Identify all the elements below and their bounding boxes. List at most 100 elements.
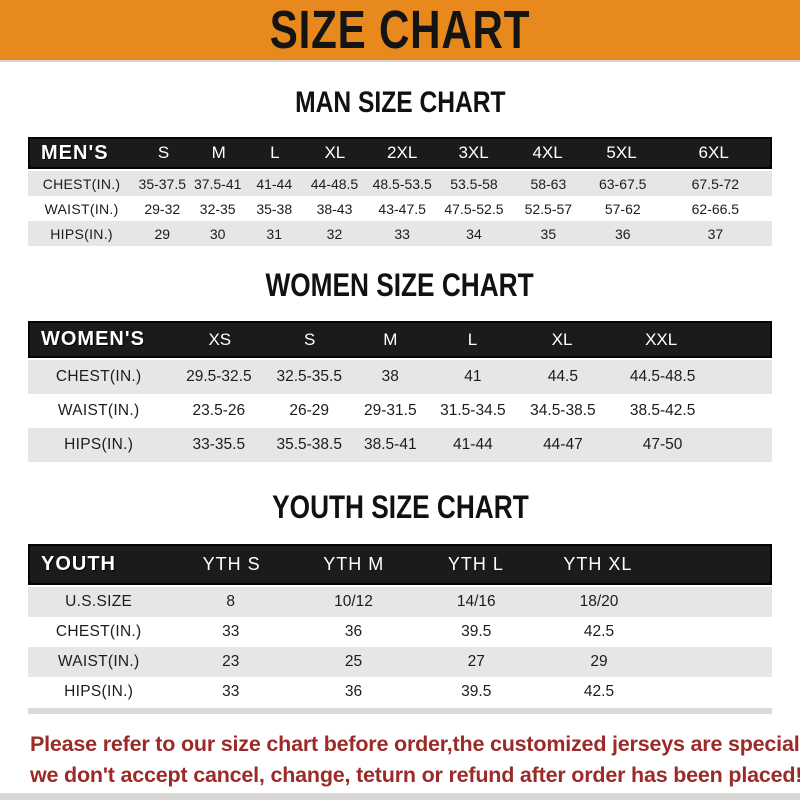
table-row: WAIST(IN.) 23.5-26 26-29 29-31.5 31.5-34.5 34… — [28, 394, 772, 428]
cell-value: 33 — [222, 683, 240, 700]
men-section-title-text: MAN SIZE CHART — [294, 86, 506, 119]
row-label: HIPS(IN.) — [50, 225, 113, 242]
row-label: HIPS(IN.) — [64, 683, 134, 700]
cell-value: 37.5-41 — [193, 175, 242, 192]
table-row: CHEST(IN.) 35-37.5 37.5-41 41-44 44-48.5 48.5… — [28, 171, 772, 196]
cell-value: 31.5-34.5 — [440, 402, 506, 419]
youth-section-title-text: YOUTH SIZE CHART — [271, 489, 529, 525]
column-header: YTH XL — [563, 554, 633, 574]
cell-value: 32.5-35.5 — [276, 368, 342, 385]
cell-value: 26-29 — [289, 402, 330, 419]
column-header: M — [383, 329, 398, 349]
men-section-title: MAN SIZE CHART — [28, 86, 772, 120]
cell-value: 48.5-53.5 — [372, 175, 432, 192]
cell-value: 18/20 — [579, 593, 619, 610]
cell-value: 32 — [326, 225, 343, 242]
row-label: WAIST(IN.) — [57, 653, 140, 670]
table-corner-label: YOUTH — [41, 553, 116, 575]
banner: SIZE CHART — [0, 0, 800, 62]
table-row: HIPS(IN.) 33-35.5 35.5-38.5 38.5-41 41-44 44-… — [28, 428, 772, 462]
row-label: WAIST(IN.) — [44, 200, 119, 217]
cell-value: 38 — [381, 368, 399, 385]
cell-value: 44.5 — [547, 368, 578, 385]
cell-value: 36 — [344, 623, 363, 640]
men-table-header-bar: MEN'S S M L XL 2XL 3XL 4XL 5XL 6XL — [28, 137, 772, 169]
cell-value: 29.5-32.5 — [186, 368, 252, 385]
youth-table-header-bar: YOUTH YTH S YTH M YTH L YTH XL — [28, 544, 772, 585]
cell-value: 42.5 — [583, 683, 615, 700]
footer-notice: Please refer to our size chart before or… — [0, 714, 800, 791]
cell-value: 25 — [344, 653, 363, 670]
column-header: L — [467, 329, 478, 349]
row-label: HIPS(IN.) — [64, 436, 134, 453]
table-row: HIPS(IN.) 29 30 31 32 33 34 35 36 37 — [28, 221, 772, 246]
cell-value: 44-48.5 — [310, 175, 359, 192]
row-label: U.S.SIZE — [65, 593, 133, 610]
cell-value: 63-67.5 — [598, 175, 647, 192]
row-label: WAIST(IN.) — [57, 402, 140, 419]
cell-value: 62-66.5 — [691, 200, 740, 217]
cell-value: 33 — [222, 623, 240, 640]
table-row: WAIST(IN.) 29-32 32-35 35-38 38-43 43-47.5 47.… — [28, 196, 772, 221]
cell-value: 35-37.5 — [138, 175, 187, 192]
cell-value: 29-32 — [144, 200, 181, 217]
women-size-section: WOMEN SIZE CHART WOMEN'S XS S M L XL XXL CHEST… — [28, 267, 772, 462]
cell-value: 33-35.5 — [192, 436, 246, 453]
row-label: CHEST(IN.) — [42, 175, 121, 192]
cell-value: 32-35 — [199, 200, 236, 217]
cell-value: 53.5-58 — [450, 175, 498, 192]
cell-value: 27 — [467, 653, 485, 670]
cell-value: 34.5-38.5 — [530, 402, 596, 419]
youth-table-rows: U.S.SIZE 8 10/12 14/16 18/20 CHEST(IN.) 33 36 39… — [28, 587, 772, 707]
column-header: 3XL — [458, 143, 489, 162]
column-header: 5XL — [606, 143, 637, 162]
notice-line-2: we don't accept cancel, change, teturn o… — [30, 763, 800, 787]
column-header: L — [270, 143, 280, 162]
cell-value: 47.5-52.5 — [444, 200, 504, 217]
cell-value: 8 — [226, 593, 236, 610]
cell-value: 29 — [590, 653, 608, 670]
table-bottom-strip — [28, 708, 772, 714]
cell-value: 52.5-57 — [524, 200, 573, 217]
cell-value: 41 — [464, 368, 482, 385]
women-table-rows: CHEST(IN.) 29.5-32.5 32.5-35.5 38 41 44.5 44.5… — [28, 360, 772, 462]
column-header: S — [157, 143, 170, 162]
cell-value: 42.5 — [583, 623, 615, 640]
cell-value: 37 — [707, 225, 724, 242]
cell-value: 14/16 — [456, 593, 496, 610]
row-label: CHEST(IN.) — [55, 368, 142, 385]
table-row: CHEST(IN.) 29.5-32.5 32.5-35.5 38 41 44.5 44.5… — [28, 360, 772, 394]
column-header: XL — [324, 143, 346, 162]
cell-value: 30 — [209, 225, 226, 242]
column-header: XS — [208, 329, 232, 349]
bottom-edge-strip — [0, 793, 800, 800]
column-header: M — [211, 143, 226, 162]
women-section-title-text: WOMEN SIZE CHART — [265, 267, 535, 303]
column-header: XXL — [645, 329, 678, 349]
cell-value: 41-44 — [453, 436, 493, 453]
cell-value: 35 — [540, 225, 557, 242]
cell-value: 36 — [614, 225, 631, 242]
cell-value: 58-63 — [530, 175, 567, 192]
table-row: CHEST(IN.) 33 36 39.5 42.5 — [28, 617, 772, 647]
cell-value: 67.5-72 — [691, 175, 740, 192]
cell-value: 47-50 — [642, 436, 683, 453]
row-label: CHEST(IN.) — [55, 623, 142, 640]
column-header: YTH M — [323, 554, 385, 574]
youth-size-section: YOUTH SIZE CHART YOUTH YTH S YTH M YTH L YTH… — [28, 489, 772, 714]
cell-value: 38-43 — [316, 200, 353, 217]
cell-value: 39.5 — [461, 683, 492, 700]
cell-value: 23.5-26 — [192, 402, 246, 419]
cell-value: 34 — [466, 225, 482, 242]
banner-title: SIZE CHART — [269, 0, 531, 60]
cell-value: 44.5-48.5 — [629, 368, 696, 385]
column-header: YTH S — [202, 554, 261, 574]
cell-value: 41-44 — [256, 175, 293, 192]
cell-value: 43-47.5 — [378, 200, 426, 217]
column-header: 6XL — [698, 143, 729, 162]
table-corner-label: WOMEN'S — [41, 328, 145, 350]
table-corner-label: MEN'S — [41, 141, 109, 164]
cell-value: 33 — [394, 225, 410, 242]
cell-value: 35-38 — [256, 200, 293, 217]
cell-value: 38.5-42.5 — [629, 402, 696, 419]
